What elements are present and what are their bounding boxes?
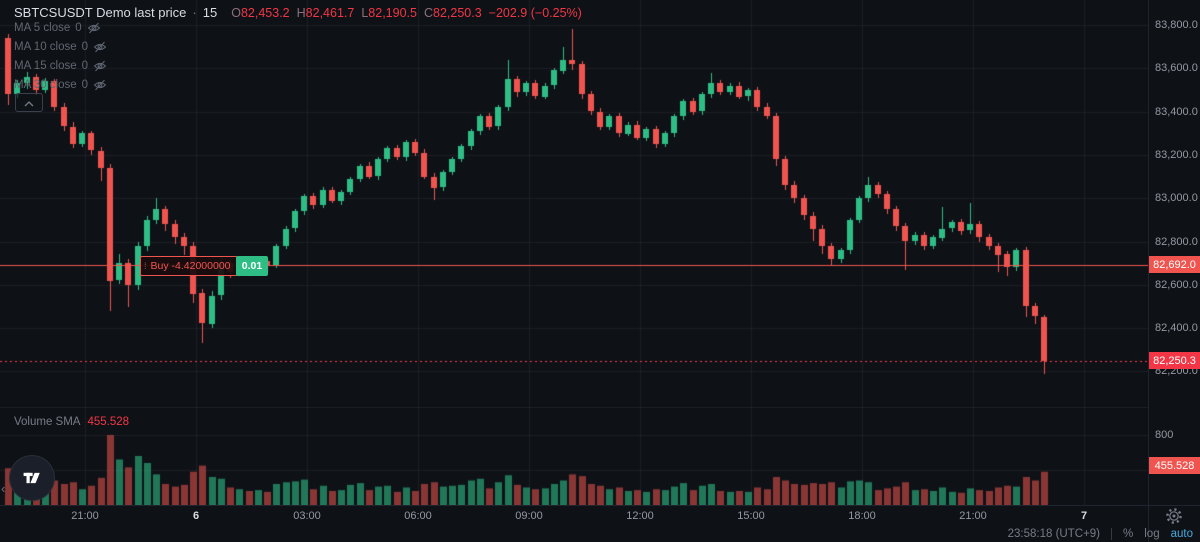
ma30-value: 0 (81, 79, 89, 91)
time-tick-label: 09:00 (515, 510, 543, 522)
collapse-indicators-button[interactable] (15, 93, 43, 112)
eye-off-icon[interactable] (93, 78, 107, 92)
log-scale-toggle[interactable]: log (1144, 528, 1160, 540)
price-tick-label: 83,200.0 (1155, 148, 1198, 161)
buy-order-text: Buy -4.42000000 (150, 260, 231, 272)
indicator-row-ma30[interactable]: MA 30 close 0 (14, 78, 107, 92)
time-tick-label: 6 (192, 510, 200, 522)
volume-sma-badge: 455.528 (1149, 457, 1200, 474)
time-tick-label: 12:00 (626, 510, 654, 522)
ma5-value: 0 (75, 22, 82, 34)
time-tick-label: 18:00 (848, 510, 876, 522)
chart-header: SBTCSUSDT Demo last price · 15 O82,453.2… (14, 5, 582, 20)
price-tick-label: 83,600.0 (1155, 62, 1198, 75)
volume-sma-label: Volume SMA (14, 416, 81, 428)
tradingview-logo[interactable] (9, 455, 55, 501)
axis-settings-gear-icon[interactable] (1165, 507, 1183, 525)
eye-off-icon[interactable] (93, 59, 107, 73)
time-axis[interactable]: 21:00 6 03:00 06:00 09:00 12:00 15:00 18:00 21:0… (0, 505, 1148, 529)
ma30-label: MA 30 close (14, 79, 77, 91)
buy-order-label[interactable]: ⁞ Buy -4.42000000 (140, 256, 238, 276)
auto-scale-toggle[interactable]: auto (1170, 528, 1193, 540)
close-label: C (423, 6, 433, 20)
high-value: 82,461.7 (305, 6, 355, 20)
volume-tick-label: 800 (1155, 429, 1174, 441)
volume-sma-value: 455.528 (87, 416, 130, 428)
title-separator: · (192, 5, 197, 20)
volume-pane-header[interactable]: Volume SMA 455.528 (14, 416, 129, 428)
order-price-badge: 82,692.0 (1149, 256, 1200, 273)
low-label: L (361, 6, 369, 20)
ohlc-readout: O82,453.2 H82,461.7 L82,190.5 C82,250.3 … (231, 6, 582, 20)
time-tick-label: 15:00 (737, 510, 765, 522)
change-value: −202.9 (−0.25%) (488, 6, 582, 20)
buy-order-quantity-chip[interactable]: 0.01 (236, 256, 268, 276)
price-tick-label: 82,400.0 (1155, 322, 1198, 335)
price-tick-label: 83,400.0 (1155, 105, 1198, 118)
time-tick-label: 06:00 (404, 510, 432, 522)
time-tick-label: 03:00 (293, 510, 321, 522)
status-divider (1111, 528, 1113, 540)
high-label: H (296, 6, 306, 20)
price-axis-separator (1148, 0, 1149, 542)
percent-scale-toggle[interactable]: % (1123, 528, 1134, 540)
status-bar: 23:58:18 (UTC+9) % log auto (1008, 528, 1193, 540)
low-value: 82,190.5 (368, 6, 417, 20)
eye-off-icon[interactable] (87, 21, 101, 35)
drag-handle-icon: ⁞ (144, 261, 146, 271)
price-tick-label: 82,800.0 (1155, 235, 1198, 248)
indicator-row-ma10[interactable]: MA 10 close 0 (14, 40, 107, 54)
price-axis[interactable]: 83,800.0 83,600.0 83,400.0 83,200.0 83,000.0… (1149, 0, 1200, 505)
open-value: 82,453.2 (240, 6, 290, 20)
symbol-title[interactable]: SBTCSUSDT Demo last price (14, 5, 187, 20)
ma10-label: MA 10 close (14, 41, 77, 53)
open-label: O (231, 6, 241, 20)
ma10-value: 0 (81, 41, 89, 53)
indicator-row-ma5[interactable]: MA 5 close 0 (14, 21, 101, 35)
interval-value[interactable]: 15 (202, 5, 218, 20)
chevron-up-icon (24, 94, 34, 112)
tradingview-logo-icon (23, 472, 40, 484)
indicator-row-ma15[interactable]: MA 15 close 0 (14, 59, 107, 73)
close-value: 82,250.3 (433, 6, 482, 20)
eye-off-icon[interactable] (93, 40, 107, 54)
price-tick-label: 83,800.0 (1155, 19, 1198, 31)
time-tick-label: 21:00 (959, 510, 987, 522)
time-axis-separator (0, 505, 1200, 506)
price-tick-label: 83,000.0 (1155, 192, 1198, 205)
pane-separator[interactable] (0, 407, 1148, 408)
ma15-label: MA 15 close (14, 60, 77, 72)
candlestick-chart-canvas[interactable] (0, 0, 1148, 505)
time-tick-label: 7 (1080, 510, 1088, 522)
price-tick-label: 82,600.0 (1155, 278, 1198, 291)
ma15-value: 0 (81, 60, 89, 72)
last-price-badge: 82,250.3 (1149, 352, 1200, 369)
time-tick-label: 21:00 (71, 510, 99, 522)
ma5-label: MA 5 close (14, 22, 71, 34)
clock-readout[interactable]: 23:58:18 (UTC+9) (1007, 528, 1101, 540)
scroll-left-chevron-icon[interactable]: ‹ (1, 481, 6, 496)
